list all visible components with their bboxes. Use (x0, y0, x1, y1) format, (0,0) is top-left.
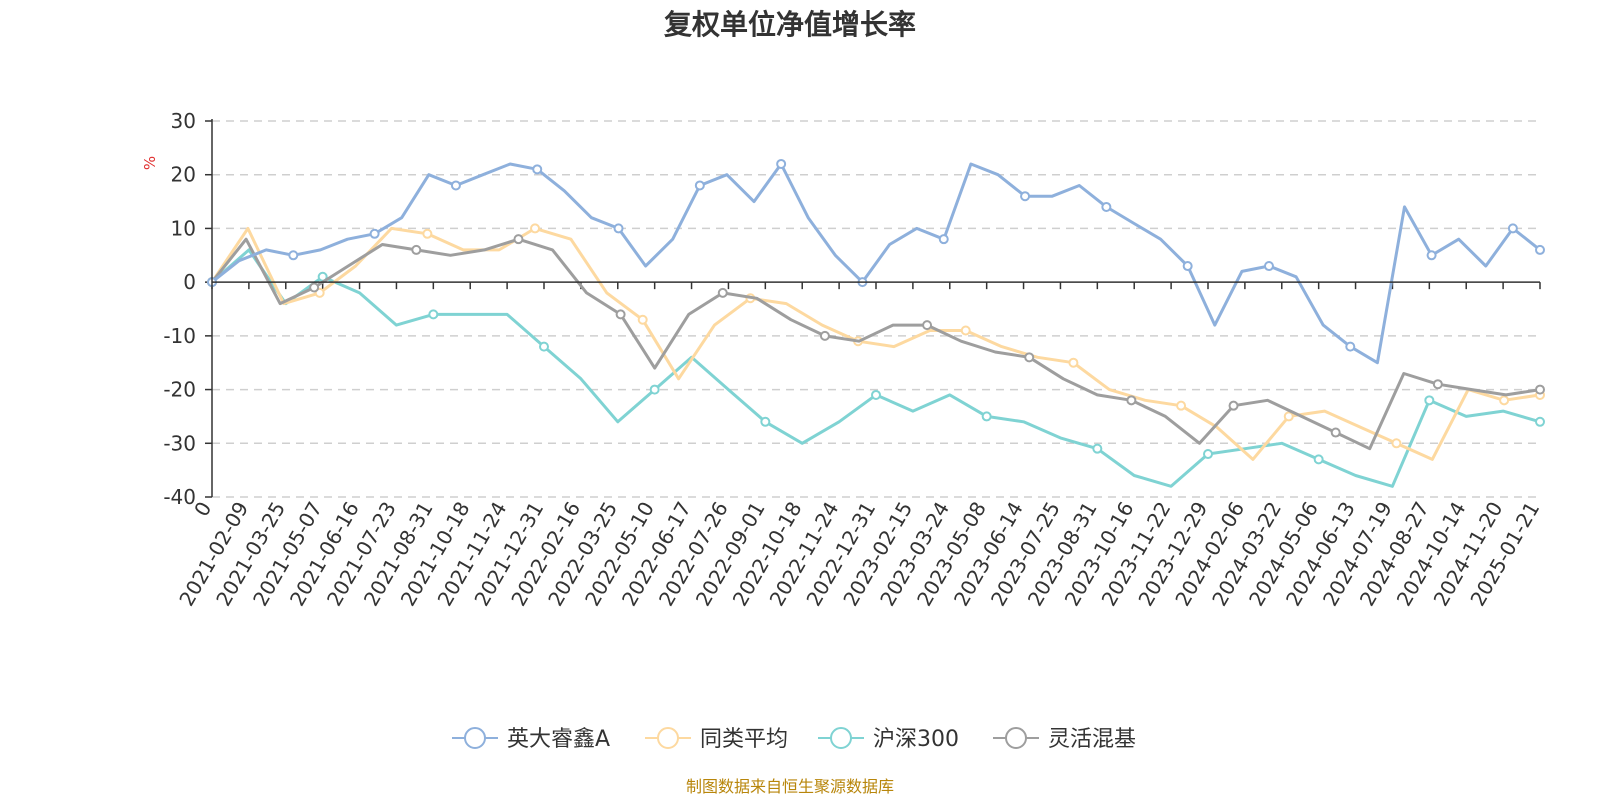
series-line (211, 162, 1541, 365)
data-point (1391, 438, 1402, 449)
data-point (1345, 341, 1356, 352)
data-point (1313, 454, 1324, 465)
data-point (1228, 400, 1239, 411)
legend-label: 同类平均 (700, 727, 788, 752)
data-point (637, 314, 648, 325)
data-point (422, 228, 433, 239)
data-point (1507, 223, 1518, 234)
data-point (960, 325, 971, 336)
legend-item[interactable]: 英大睿鑫A (452, 727, 610, 752)
y-axis-unit: % (141, 156, 159, 170)
data-point (981, 411, 992, 422)
data-point (1424, 395, 1435, 406)
data-point (938, 234, 949, 245)
data-point (649, 384, 660, 395)
data-point (871, 389, 881, 400)
data-point (1499, 395, 1510, 406)
data-point (717, 287, 728, 298)
axes (211, 119, 1540, 497)
data-point (1283, 411, 1294, 422)
y-tick-label: 10 (171, 216, 196, 240)
legend-item[interactable]: 沪深300 (818, 727, 959, 752)
data-point (1203, 449, 1213, 460)
data-point (513, 234, 524, 245)
data-point (1535, 384, 1545, 395)
data-point (1182, 261, 1193, 272)
data-point (450, 180, 461, 191)
data-point (1068, 357, 1079, 368)
series-line (210, 237, 1541, 451)
y-tick-label: 0 (183, 270, 196, 294)
data-point (615, 309, 626, 320)
data-point (1024, 352, 1035, 363)
data-point (1426, 250, 1437, 261)
data-point (1092, 443, 1103, 454)
y-tick-label: -10 (163, 324, 196, 348)
x-tick-label: 0 (189, 498, 216, 521)
data-point (613, 223, 624, 234)
data-point (922, 320, 933, 331)
y-axis-ticks: 30 20 10 0 -10 -20 -30 -40 (163, 109, 212, 509)
data-point (288, 250, 299, 261)
data-point (411, 244, 422, 255)
data-point (1176, 400, 1187, 411)
legend-marker (657, 727, 679, 749)
data-point (1535, 244, 1545, 255)
data-point (1126, 395, 1137, 406)
chart-title: 复权单位净值增长率 (664, 8, 916, 41)
y-tick-label: -40 (163, 485, 196, 509)
data-point (1330, 427, 1341, 438)
legend-label: 沪深300 (873, 727, 959, 752)
data-point (530, 223, 541, 234)
legend-item[interactable]: 同类平均 (645, 727, 788, 752)
series-lines (207, 158, 1545, 488)
data-point (694, 180, 705, 191)
legend-marker (830, 727, 852, 749)
legend-marker (1005, 727, 1027, 749)
legend-item[interactable]: 灵活混基 (993, 727, 1136, 752)
data-point (819, 330, 830, 341)
source-note: 制图数据来自恒生聚源数据库 (686, 777, 894, 796)
legend-marker (464, 727, 486, 749)
data-point (1432, 379, 1443, 390)
data-point (369, 228, 380, 239)
data-point (1263, 261, 1274, 272)
gridlines (212, 120, 1540, 498)
legend[interactable]: 英大睿鑫A 同类平均 沪深300 灵活混基 (452, 727, 1136, 752)
data-point (1020, 191, 1031, 202)
y-tick-label: 20 (171, 163, 196, 187)
y-tick-label: -30 (163, 431, 196, 455)
x-axis-ticks: 02021-02-092021-03-252021-05-072021-06-1… (174, 282, 1544, 610)
data-point (1101, 201, 1112, 212)
data-point (1535, 416, 1545, 427)
series-line (210, 226, 1541, 461)
legend-label: 英大睿鑫A (507, 727, 610, 752)
data-point (776, 158, 787, 169)
y-tick-label: -20 (163, 378, 196, 402)
data-point (539, 341, 549, 352)
series-0 (207, 158, 1545, 365)
data-point (309, 282, 320, 293)
data-point (760, 416, 771, 427)
data-point (428, 309, 439, 320)
y-tick-label: 30 (171, 109, 196, 133)
legend-label: 灵活混基 (1048, 727, 1136, 752)
data-point (532, 164, 543, 175)
